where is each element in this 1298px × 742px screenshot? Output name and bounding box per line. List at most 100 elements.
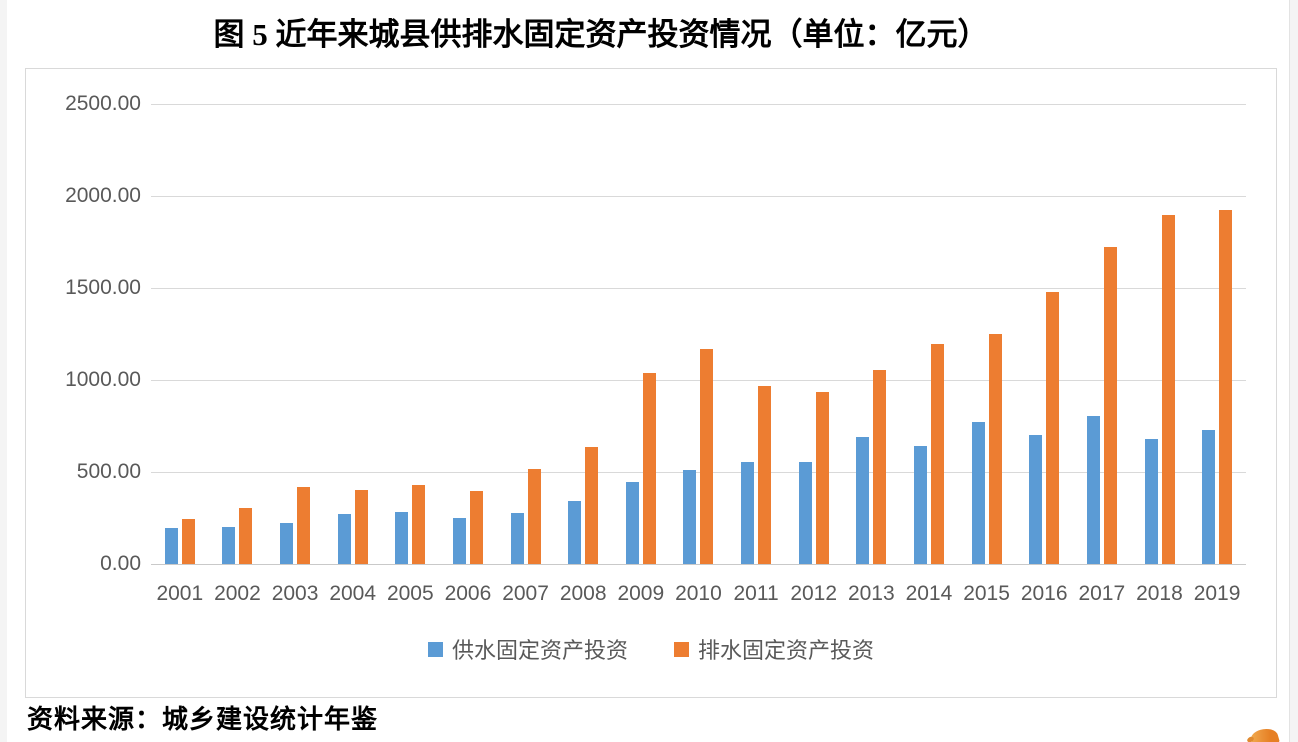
bar-drainage-2015 (988, 334, 1002, 564)
x-axis-tick-label: 2010 (675, 582, 722, 605)
bar-water-supply-2002 (222, 527, 236, 564)
legend-swatch-drainage (674, 641, 689, 657)
bar-drainage-2019 (1219, 210, 1233, 564)
bar-drainage-2008 (585, 447, 599, 564)
bar-water-supply-2013 (856, 437, 870, 564)
x-axis-tick-label: 2014 (905, 582, 953, 605)
bar-drainage-2009 (642, 373, 656, 564)
bar-group-2007 (497, 469, 555, 564)
bar-group-2009 (612, 373, 670, 564)
bar-water-supply-2001 (164, 528, 178, 564)
bar-water-supply-2012 (798, 462, 812, 564)
x-axis-tick-label: 2002 (214, 582, 261, 605)
bar-group-2008 (554, 447, 612, 564)
gridline (151, 288, 1246, 289)
bar-water-supply-2018 (1144, 439, 1158, 564)
x-axis: 2001 2002 2003 2004 2005 2006 2007 2008 2009 2010… (151, 582, 1246, 606)
bar-water-supply-2015 (971, 422, 985, 564)
bar-water-supply-2016 (1029, 435, 1043, 564)
y-axis-tick-label: 2500.00 (65, 92, 141, 115)
bar-group-2012 (785, 392, 843, 564)
bar-drainage-2005 (412, 485, 426, 564)
x-axis-tick-label: 2013 (847, 582, 895, 605)
bar-group-2005 (382, 485, 440, 564)
x-axis-tick-label: 2018 (1136, 582, 1183, 605)
bar-drainage-2016 (1046, 292, 1060, 564)
chart: 0.00 500.00 1000.00 1500.00 2000.00 2500.00 2… (25, 68, 1277, 698)
x-axis-tick-label: 2001 (156, 582, 204, 605)
bar-water-supply-2009 (625, 482, 639, 564)
x-axis-tick-label: 2005 (386, 582, 434, 605)
bar-water-supply-2006 (452, 518, 466, 564)
x-axis-tick-label: 2006 (444, 582, 492, 605)
bar-drainage-2003 (297, 487, 311, 564)
x-axis-tick-label: 2004 (329, 582, 377, 605)
y-axis-tick-label: 0.00 (100, 552, 141, 575)
bar-water-supply-2005 (395, 512, 409, 564)
bar-group-2017 (1073, 247, 1131, 564)
bar-group-2002 (209, 508, 267, 564)
bar-drainage-2018 (1161, 215, 1175, 564)
bar-drainage-2001 (181, 519, 195, 564)
bar-water-supply-2019 (1202, 430, 1216, 564)
bar-water-supply-2014 (914, 446, 928, 564)
bar-drainage-2012 (815, 392, 829, 564)
legend-item-drainage: 排水固定资产投资 (674, 633, 874, 665)
legend-label-water-supply: 供水固定资产投资 (451, 638, 628, 663)
x-axis-tick-label: 2007 (502, 582, 549, 605)
gridline (151, 564, 1246, 565)
x-axis-tick-label: 2019 (1193, 582, 1241, 605)
gridline (151, 472, 1246, 473)
x-axis-tick-label: 2016 (1020, 582, 1068, 605)
bar-drainage-2017 (1103, 247, 1117, 564)
bar-group-2003 (266, 487, 324, 564)
y-axis-tick-label: 500.00 (76, 460, 141, 483)
bar-group-2016 (1015, 292, 1073, 564)
legend: 供水固定资产投资 排水固定资产投资 (26, 633, 1276, 665)
bar-group-2015 (958, 334, 1016, 564)
bar-drainage-2002 (239, 508, 253, 564)
page-right-margin (1289, 0, 1298, 742)
bar-group-2006 (439, 491, 497, 564)
legend-label-drainage: 排水固定资产投资 (698, 638, 875, 663)
bar-water-supply-2011 (741, 462, 755, 564)
bar-group-2011 (727, 386, 785, 564)
bar-group-2019 (1188, 210, 1246, 564)
bar-group-2014 (900, 344, 958, 564)
bar-drainage-2007 (527, 469, 541, 564)
x-axis-tick-label: 2009 (617, 582, 665, 605)
bar-group-2018 (1131, 215, 1189, 564)
bar-drainage-2010 (700, 349, 714, 564)
bar-group-2010 (670, 349, 728, 564)
y-axis-tick-label: 1000.00 (65, 368, 141, 391)
legend-swatch-water-supply (427, 641, 443, 657)
bar-water-supply-2017 (1086, 416, 1100, 564)
x-axis-tick-label: 2011 (733, 582, 779, 605)
x-axis-tick-label: 2008 (559, 582, 607, 605)
page-left-margin (0, 0, 7, 742)
bar-water-supply-2010 (683, 470, 697, 564)
gridline (151, 380, 1246, 381)
bar-drainage-2004 (354, 490, 368, 564)
bar-group-2004 (324, 490, 382, 564)
gridline (151, 196, 1246, 197)
source-note: 资料来源：城乡建设统计年鉴 (27, 705, 379, 734)
x-axis-tick-label: 2017 (1078, 582, 1126, 605)
x-axis-tick-label: 2015 (963, 582, 1010, 605)
y-axis-tick-label: 1500.00 (65, 276, 141, 299)
bar-drainage-2006 (469, 491, 483, 564)
gridline (151, 104, 1246, 105)
bar-water-supply-2003 (280, 523, 294, 564)
x-axis-tick-label: 2003 (271, 582, 319, 605)
figure-title: 图 5 近年来城县供排水固定资产投资情况（单位：亿元） (213, 17, 989, 52)
bar-water-supply-2008 (568, 501, 582, 564)
bar-drainage-2014 (931, 344, 945, 564)
y-axis-tick-label: 2000.00 (65, 184, 141, 207)
bar-water-supply-2004 (337, 514, 351, 564)
bar-group-2001 (151, 519, 209, 564)
plot-area: 0.00 500.00 1000.00 1500.00 2000.00 2500.00 (65, 92, 1246, 575)
x-axis-tick-label: 2012 (790, 582, 838, 605)
bar-water-supply-2007 (510, 513, 524, 564)
bar-drainage-2011 (758, 386, 772, 564)
